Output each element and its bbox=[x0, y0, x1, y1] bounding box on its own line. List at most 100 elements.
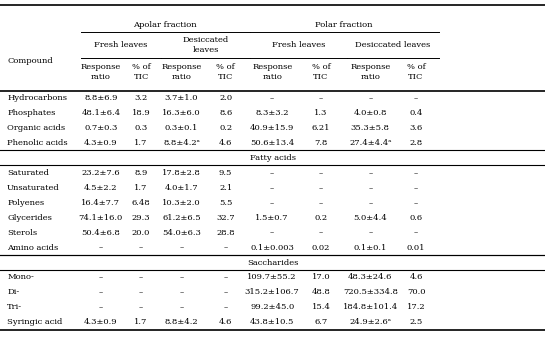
Text: –: – bbox=[368, 169, 372, 177]
Text: –: – bbox=[270, 199, 274, 207]
Text: 29.3: 29.3 bbox=[132, 214, 150, 222]
Text: Response
ratio: Response ratio bbox=[350, 63, 390, 81]
Text: 0.1±0.1: 0.1±0.1 bbox=[354, 244, 387, 252]
Text: –: – bbox=[368, 94, 372, 102]
Text: 1.7: 1.7 bbox=[135, 318, 148, 326]
Text: 1.7: 1.7 bbox=[135, 184, 148, 192]
Text: % of
TIC: % of TIC bbox=[407, 63, 426, 81]
Text: % of
TIC: % of TIC bbox=[132, 63, 150, 81]
Text: –: – bbox=[319, 169, 323, 177]
Text: –: – bbox=[139, 303, 143, 311]
Text: 0.3±0.1: 0.3±0.1 bbox=[165, 124, 198, 132]
Text: Desiccated leaves: Desiccated leaves bbox=[355, 41, 431, 49]
Text: 20.0: 20.0 bbox=[132, 229, 150, 237]
Text: Phenolic acids: Phenolic acids bbox=[7, 139, 68, 147]
Text: Organic acids: Organic acids bbox=[7, 124, 65, 132]
Text: 4.0±1.7: 4.0±1.7 bbox=[165, 184, 198, 192]
Text: 9.5: 9.5 bbox=[219, 169, 232, 177]
Text: 6.21: 6.21 bbox=[312, 124, 330, 132]
Text: 0.3: 0.3 bbox=[135, 124, 148, 132]
Text: 3.7±1.0: 3.7±1.0 bbox=[165, 94, 198, 102]
Text: 10.3±2.0: 10.3±2.0 bbox=[162, 199, 201, 207]
Text: Polyenes: Polyenes bbox=[7, 199, 44, 207]
Text: 17.8±2.8: 17.8±2.8 bbox=[162, 169, 201, 177]
Text: –: – bbox=[414, 199, 418, 207]
Text: 24.9±2.6ᵃ: 24.9±2.6ᵃ bbox=[349, 318, 391, 326]
Text: Syringic acid: Syringic acid bbox=[7, 318, 63, 326]
Text: 184.8±101.4: 184.8±101.4 bbox=[343, 303, 398, 311]
Text: 2.1: 2.1 bbox=[219, 184, 232, 192]
Text: Di-: Di- bbox=[7, 288, 19, 296]
Text: 4.6: 4.6 bbox=[219, 318, 232, 326]
Text: Response
ratio: Response ratio bbox=[161, 63, 202, 81]
Text: –: – bbox=[414, 169, 418, 177]
Text: –: – bbox=[368, 229, 372, 237]
Text: 0.4: 0.4 bbox=[409, 109, 423, 117]
Text: 23.2±7.6: 23.2±7.6 bbox=[82, 169, 120, 177]
Text: Response
ratio: Response ratio bbox=[252, 63, 292, 81]
Text: % of
TIC: % of TIC bbox=[216, 63, 235, 81]
Text: Unsaturated: Unsaturated bbox=[7, 184, 60, 192]
Text: 0.02: 0.02 bbox=[312, 244, 330, 252]
Text: 0.6: 0.6 bbox=[409, 214, 423, 222]
Text: 40.9±15.9: 40.9±15.9 bbox=[250, 124, 294, 132]
Text: –: – bbox=[223, 288, 228, 296]
Text: 43.8±10.5: 43.8±10.5 bbox=[250, 318, 294, 326]
Text: –: – bbox=[270, 184, 274, 192]
Text: –: – bbox=[414, 94, 418, 102]
Text: 15.4: 15.4 bbox=[312, 303, 330, 311]
Text: Phosphates: Phosphates bbox=[7, 109, 56, 117]
Text: 8.8±4.2: 8.8±4.2 bbox=[165, 318, 198, 326]
Text: 61.2±6.5: 61.2±6.5 bbox=[162, 214, 201, 222]
Text: 6.48: 6.48 bbox=[132, 199, 150, 207]
Text: 720.5±334.8: 720.5±334.8 bbox=[343, 288, 398, 296]
Text: Response
ratio: Response ratio bbox=[81, 63, 121, 81]
Text: 17.2: 17.2 bbox=[407, 303, 426, 311]
Text: 4.0±0.8: 4.0±0.8 bbox=[354, 109, 387, 117]
Text: Tri-: Tri- bbox=[7, 303, 22, 311]
Text: –: – bbox=[99, 303, 103, 311]
Text: Glycerides: Glycerides bbox=[7, 214, 52, 222]
Text: Mono-: Mono- bbox=[7, 274, 34, 282]
Text: 0.01: 0.01 bbox=[407, 244, 425, 252]
Text: 8.6: 8.6 bbox=[219, 109, 232, 117]
Text: 54.0±6.3: 54.0±6.3 bbox=[162, 229, 201, 237]
Text: 17.0: 17.0 bbox=[312, 274, 330, 282]
Text: Polar fraction: Polar fraction bbox=[316, 21, 373, 29]
Text: 2.0: 2.0 bbox=[219, 94, 232, 102]
Text: 4.5±2.2: 4.5±2.2 bbox=[84, 184, 118, 192]
Text: 8.9: 8.9 bbox=[135, 169, 148, 177]
Text: 2.5: 2.5 bbox=[409, 318, 423, 326]
Text: 0.2: 0.2 bbox=[314, 214, 328, 222]
Text: 48.3±24.6: 48.3±24.6 bbox=[348, 274, 392, 282]
Text: 32.7: 32.7 bbox=[216, 214, 235, 222]
Text: –: – bbox=[414, 184, 418, 192]
Text: –: – bbox=[223, 274, 228, 282]
Text: 48.8: 48.8 bbox=[312, 288, 330, 296]
Text: –: – bbox=[414, 229, 418, 237]
Text: –: – bbox=[319, 199, 323, 207]
Text: –: – bbox=[319, 229, 323, 237]
Text: Apolar fraction: Apolar fraction bbox=[134, 21, 197, 29]
Text: 1.3: 1.3 bbox=[314, 109, 328, 117]
Text: % of
TIC: % of TIC bbox=[312, 63, 330, 81]
Text: 74.1±16.0: 74.1±16.0 bbox=[78, 214, 123, 222]
Text: 27.4±4.4ᵃ: 27.4±4.4ᵃ bbox=[349, 139, 391, 147]
Text: 4.6: 4.6 bbox=[219, 139, 232, 147]
Text: 48.1±6.4: 48.1±6.4 bbox=[81, 109, 120, 117]
Text: 8.8±4.2ᵃ: 8.8±4.2ᵃ bbox=[163, 139, 200, 147]
Text: –: – bbox=[270, 94, 274, 102]
Text: 6.7: 6.7 bbox=[314, 318, 328, 326]
Text: 50.6±13.4: 50.6±13.4 bbox=[250, 139, 294, 147]
Text: –: – bbox=[368, 184, 372, 192]
Text: Hydrocarbons: Hydrocarbons bbox=[7, 94, 67, 102]
Text: –: – bbox=[179, 303, 184, 311]
Text: Fresh leaves: Fresh leaves bbox=[94, 41, 148, 49]
Text: 35.3±5.8: 35.3±5.8 bbox=[351, 124, 390, 132]
Text: 5.0±4.4: 5.0±4.4 bbox=[354, 214, 387, 222]
Text: 3.2: 3.2 bbox=[135, 94, 148, 102]
Text: –: – bbox=[99, 244, 103, 252]
Text: 7.8: 7.8 bbox=[314, 139, 328, 147]
Text: Fatty acids: Fatty acids bbox=[250, 154, 295, 162]
Text: –: – bbox=[179, 274, 184, 282]
